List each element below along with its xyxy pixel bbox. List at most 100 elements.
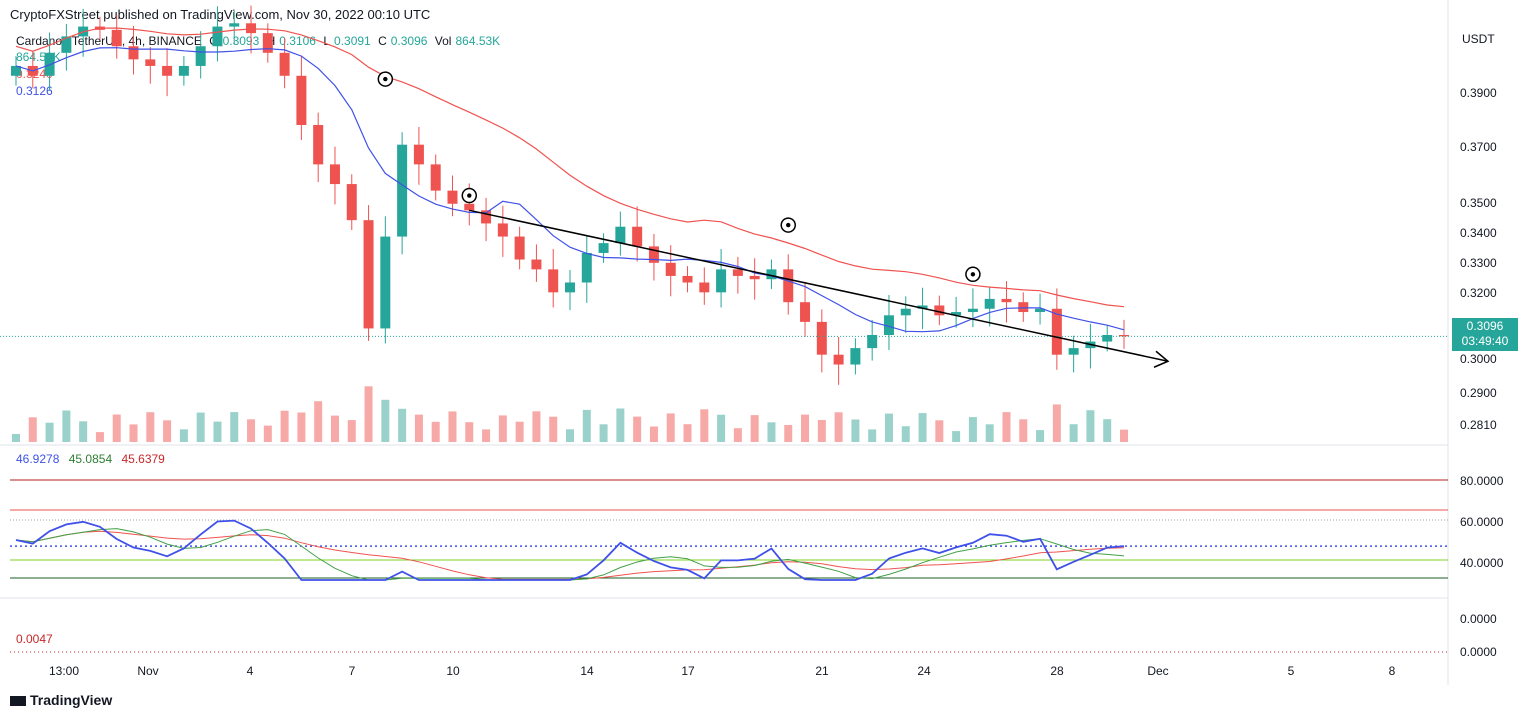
volume-bar bbox=[801, 414, 810, 442]
volume-bar bbox=[515, 421, 524, 442]
trendline bbox=[469, 209, 1169, 362]
volume-bar bbox=[213, 421, 222, 442]
oscillator-legend: 46.9278 45.0854 45.6379 bbox=[16, 452, 171, 466]
candle-body bbox=[329, 164, 340, 185]
candle-body bbox=[1001, 298, 1012, 303]
volume-bar bbox=[28, 417, 37, 442]
volume-bar bbox=[633, 416, 642, 442]
volume-bar bbox=[666, 413, 675, 442]
time-tick: 4 bbox=[246, 664, 254, 678]
volume-bar bbox=[414, 414, 423, 442]
close-label: C bbox=[378, 34, 387, 48]
candle-body bbox=[514, 236, 525, 260]
volume-bar bbox=[95, 432, 104, 442]
time-tick: 10 bbox=[446, 664, 460, 678]
candle-body bbox=[279, 52, 290, 76]
oscillator-axis-label: 80.0000 bbox=[1460, 474, 1504, 488]
rsi-ma-line bbox=[15, 528, 1125, 581]
candle-body bbox=[934, 305, 945, 316]
candle-body bbox=[800, 302, 811, 322]
volume-bar bbox=[851, 419, 860, 442]
rsi-line bbox=[15, 519, 1125, 581]
candle-body bbox=[178, 65, 189, 76]
candle-body bbox=[581, 252, 592, 283]
candle-body bbox=[380, 236, 391, 329]
candle-body bbox=[900, 308, 911, 316]
candle-body bbox=[816, 321, 827, 355]
volume-bar bbox=[767, 422, 776, 442]
volume-bar bbox=[196, 412, 205, 442]
candle-body bbox=[1102, 335, 1113, 342]
volume-bar bbox=[263, 425, 272, 442]
oscillator-axis-label: 0.0000 bbox=[1460, 612, 1497, 626]
volume-bar bbox=[45, 422, 54, 442]
volume-bar bbox=[582, 409, 591, 442]
last-price-value: 0.3096 bbox=[1466, 319, 1504, 333]
volume-bar bbox=[599, 424, 608, 442]
low-label: L bbox=[323, 34, 331, 48]
volume-bar bbox=[297, 412, 306, 442]
candle-body bbox=[313, 125, 324, 165]
volume-bar bbox=[532, 411, 541, 442]
rsi-value: 46.9278 bbox=[16, 452, 60, 466]
price-axis-label: 0.2810 bbox=[1460, 418, 1497, 432]
time-tick: 8 bbox=[1388, 664, 1396, 678]
candle-body bbox=[632, 226, 643, 247]
candle-body bbox=[346, 184, 357, 221]
candle-body bbox=[195, 46, 206, 66]
candle-body bbox=[145, 59, 156, 66]
time-tick: Dec bbox=[1147, 664, 1169, 678]
volume-bar bbox=[79, 421, 88, 442]
volume-bar bbox=[381, 399, 390, 442]
volume-bar bbox=[1069, 424, 1078, 442]
volume-bar bbox=[12, 434, 20, 442]
ma-fast-line bbox=[15, 47, 1125, 333]
volume-bar bbox=[834, 412, 843, 442]
volume-bar bbox=[431, 421, 440, 442]
volume-bar bbox=[398, 408, 407, 442]
candle-body bbox=[397, 144, 408, 237]
candle-body bbox=[648, 246, 659, 263]
candle-body bbox=[212, 26, 223, 47]
candle-body bbox=[598, 243, 609, 253]
candle-body bbox=[699, 282, 710, 293]
volume-label: Vol bbox=[434, 34, 452, 48]
volume-bar bbox=[1103, 419, 1112, 442]
volume-bar bbox=[448, 411, 457, 442]
candle-body bbox=[1119, 335, 1129, 337]
last-price-badge: 0.3096 03:49:40 bbox=[1452, 318, 1518, 351]
candle-body bbox=[951, 312, 962, 316]
price-axis-label: 0.3200 bbox=[1460, 286, 1497, 300]
candle-body bbox=[867, 335, 878, 349]
candle-body bbox=[111, 29, 122, 47]
price-axis-label: 0.3900 bbox=[1460, 86, 1497, 100]
candle-body bbox=[11, 65, 21, 76]
low-value: 0.3091 bbox=[334, 34, 371, 48]
ma-fast-value: 0.3126 bbox=[16, 84, 53, 98]
bar-countdown: 03:49:40 bbox=[1461, 334, 1509, 348]
candle-body bbox=[61, 36, 72, 53]
candle-body bbox=[833, 354, 844, 365]
tradingview-brand[interactable]: TradingView bbox=[10, 692, 112, 708]
volume-bar bbox=[280, 410, 289, 442]
volume-bar bbox=[230, 412, 239, 442]
time-tick: 17 bbox=[681, 664, 695, 678]
volume-bar bbox=[1019, 419, 1028, 442]
candle-body bbox=[883, 315, 894, 335]
candle-body bbox=[984, 298, 995, 309]
candle-body bbox=[732, 269, 743, 276]
candle-body bbox=[363, 220, 374, 329]
candle-body bbox=[481, 210, 492, 224]
lower-axis-label: 0.0000 bbox=[1460, 645, 1497, 659]
rsi-ma2-value: 45.6379 bbox=[121, 452, 165, 466]
time-tick: 14 bbox=[580, 664, 594, 678]
candle-body bbox=[162, 65, 173, 76]
volume-bar bbox=[733, 428, 742, 442]
high-value: 0.3106 bbox=[279, 34, 316, 48]
volume-bar bbox=[482, 429, 491, 442]
candle-body bbox=[464, 203, 475, 211]
volume-bar bbox=[683, 424, 692, 442]
volume-bar bbox=[901, 426, 910, 442]
volume-bar bbox=[784, 425, 793, 442]
